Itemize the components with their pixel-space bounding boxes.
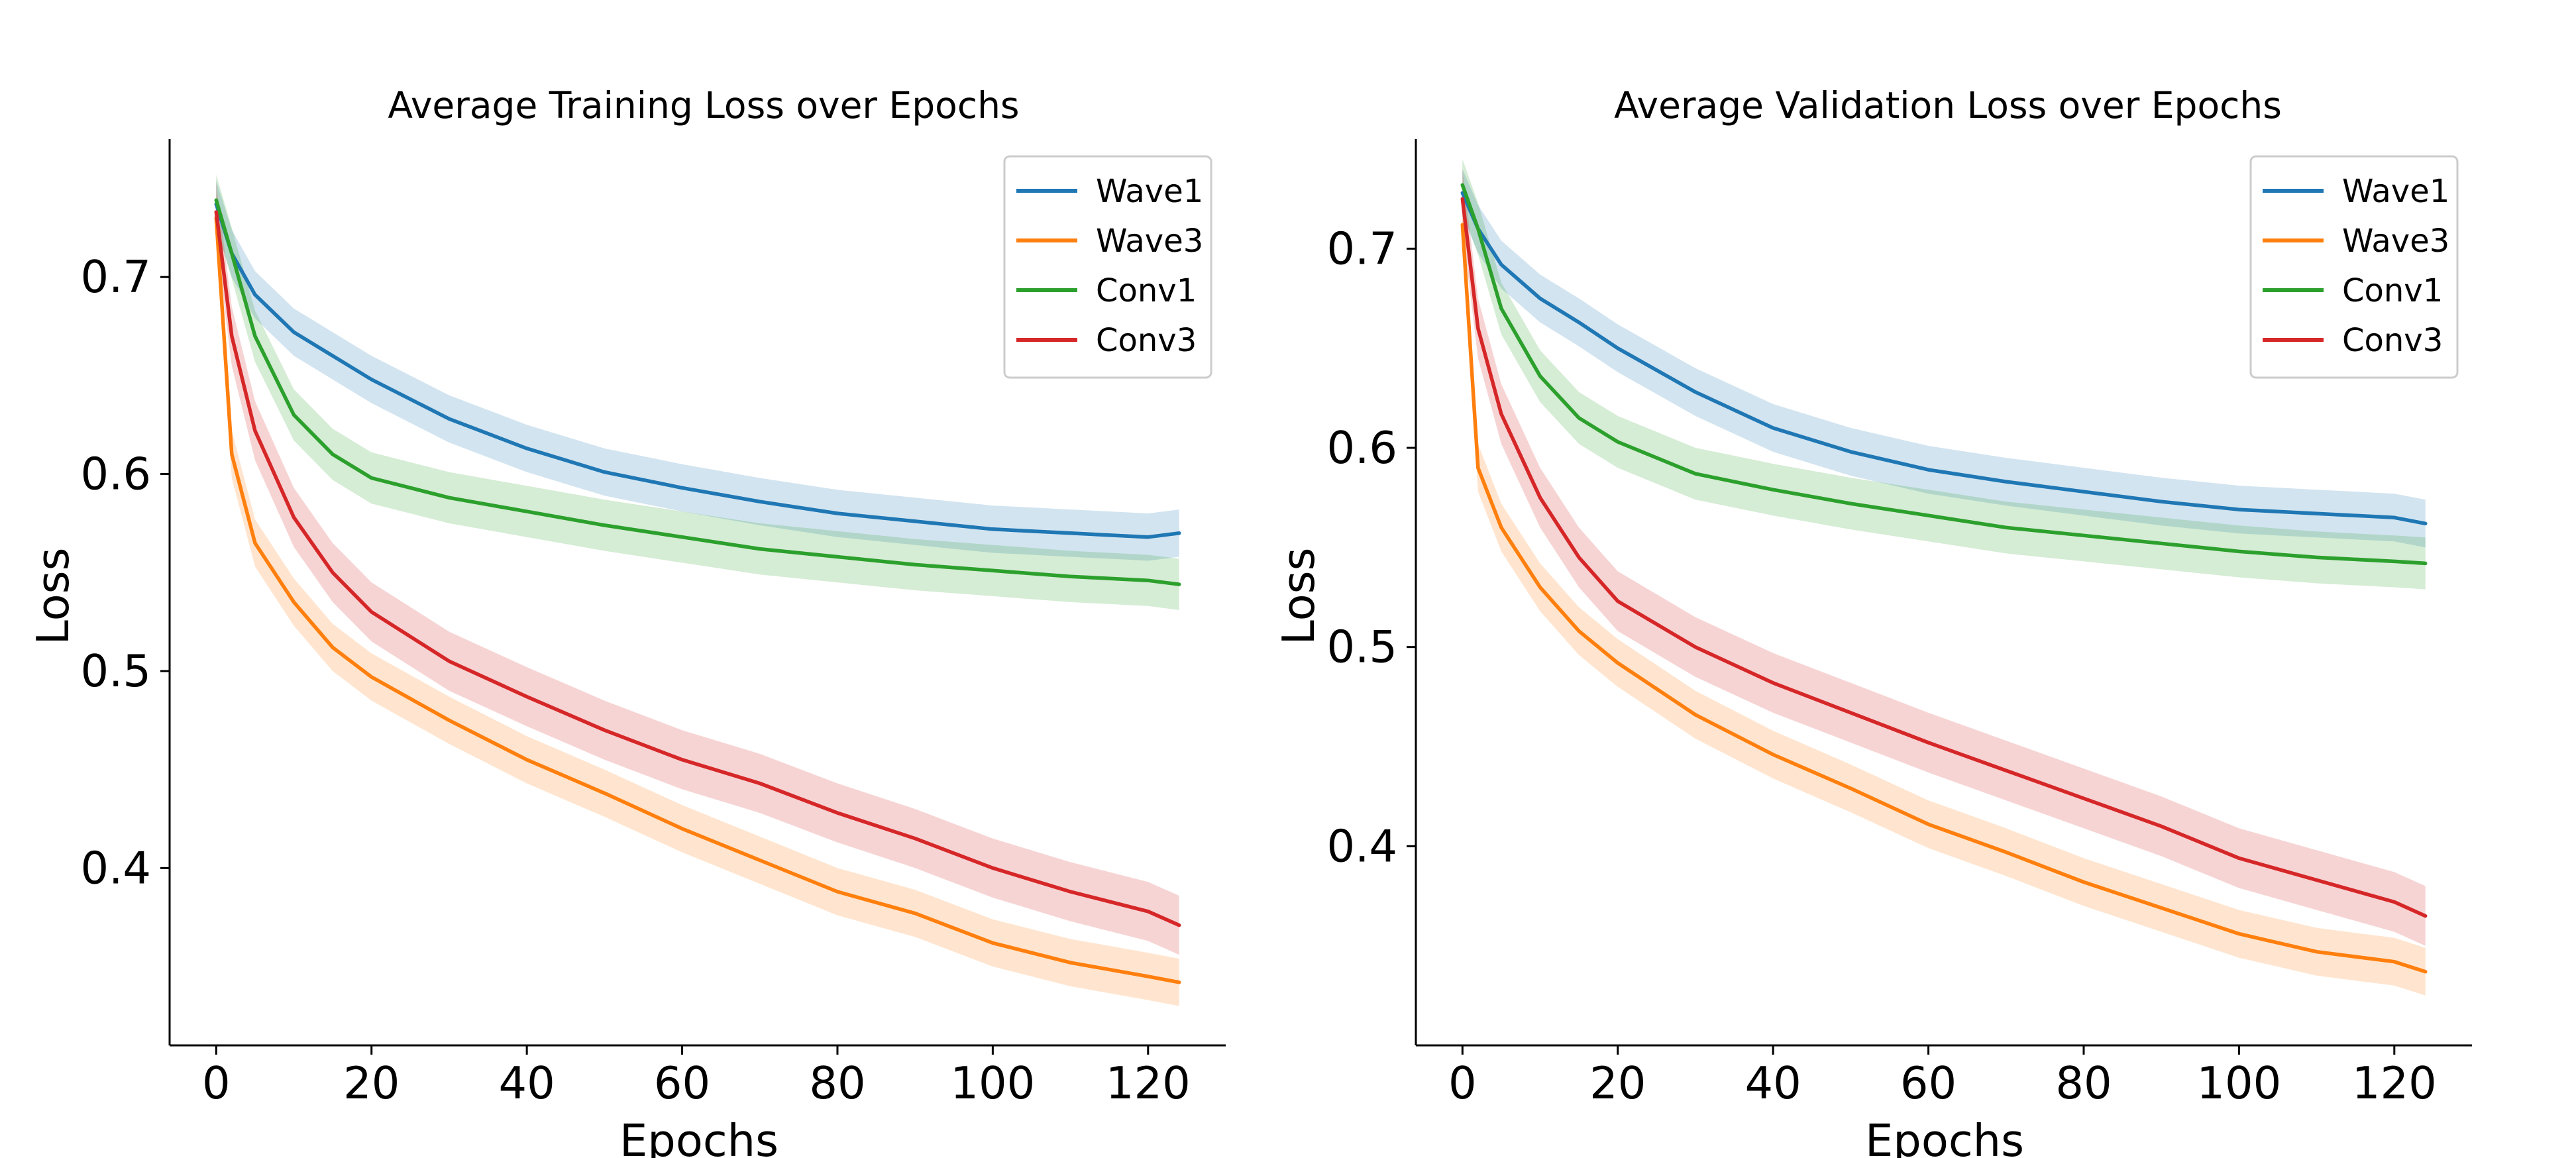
y-tick-label: 0.6 [1326,422,1397,474]
wave1-series-line [1460,191,2428,526]
x-tick-label: 40 [1745,1057,1801,1109]
legend-label-conv1: Conv1 [1096,272,1197,309]
conv1-series-line [1460,183,2428,566]
x-tick-label: 60 [1900,1057,1957,1109]
wave1-series-line [214,202,1181,539]
legend-label-conv1: Conv1 [2342,272,2443,309]
conv3-series-line [1460,197,2428,918]
y-tick-label: 0.4 [1326,820,1397,872]
conv3-confidence-band [216,182,1179,955]
x-tick-label: 0 [1448,1057,1477,1109]
y-tick-label: 0.4 [80,842,151,894]
legend-box [2249,155,2459,379]
conv3-series-line [214,210,1181,927]
x-tick-label: 120 [2352,1057,2437,1109]
legend-label-wave3: Wave3 [2342,223,2449,260]
y-tick-label: 0.7 [80,251,151,303]
legend-label-wave1: Wave1 [1096,173,1203,210]
x-tick-label: 120 [1106,1057,1191,1109]
conv1-series-line [214,198,1181,586]
x-tick-label: 100 [2196,1057,2281,1109]
conv3-confidence-band [1462,169,2426,946]
x-tick-label: 60 [654,1057,710,1109]
legend-label-conv3: Conv3 [2342,322,2443,359]
training-loss-chart: Average Training Loss over Epochs Epochs… [27,84,1226,1158]
conv1-confidence-band [1462,159,2426,590]
y-tick-label: 0.5 [1326,621,1397,673]
wave1-confidence-band [216,180,1179,561]
wave3-series-line [214,216,1181,984]
legend-label-conv3: Conv3 [1096,322,1197,359]
legend-label-wave3: Wave3 [1096,223,1203,260]
x-tick-label: 100 [950,1057,1035,1109]
y-axis-label: Loss [1273,548,1324,645]
y-tick-label: 0.5 [80,645,151,697]
validation-loss-chart: Average Validation Loss over Epochs Epoc… [1273,84,2472,1158]
y-tick-label: 0.7 [1326,223,1397,274]
x-axis-label: Epochs [1865,1115,2024,1158]
x-tick-label: 0 [202,1057,231,1109]
wave3-confidence-band [1462,201,2426,996]
chart-title: Average Validation Loss over Epochs [1614,84,2282,127]
legend: Wave1 Wave3 Conv1 Conv3 [2249,155,2459,379]
wave3-series-line [1460,223,2428,974]
y-axis-label: Loss [27,548,79,645]
wave3-confidence-band [216,194,1179,1006]
x-tick-label: 80 [809,1057,865,1109]
legend-box [1003,155,1212,379]
x-tick-label: 20 [1589,1057,1646,1109]
x-tick-label: 80 [2055,1057,2112,1109]
x-axis-label: Epochs [619,1115,778,1158]
y-tick-label: 0.6 [80,448,151,500]
plot-area: 0 20 40 60 80 100 120 0.4 0.5 0.6 0.7 Wave1 Wave3 Con… [1326,139,2472,1109]
chart-title: Average Training Loss over Epochs [388,84,1019,127]
plot-area: 0 20 40 60 80 100 120 0.4 0.5 0.6 0.7 Wave1 Wave3 Con… [80,139,1226,1109]
legend: Wave1 Wave3 Conv1 Conv3 [1003,155,1212,379]
x-tick-label: 20 [343,1057,400,1109]
x-tick-label: 40 [499,1057,555,1109]
conv1-confidence-band [216,174,1179,610]
legend-label-wave1: Wave1 [2342,173,2449,210]
